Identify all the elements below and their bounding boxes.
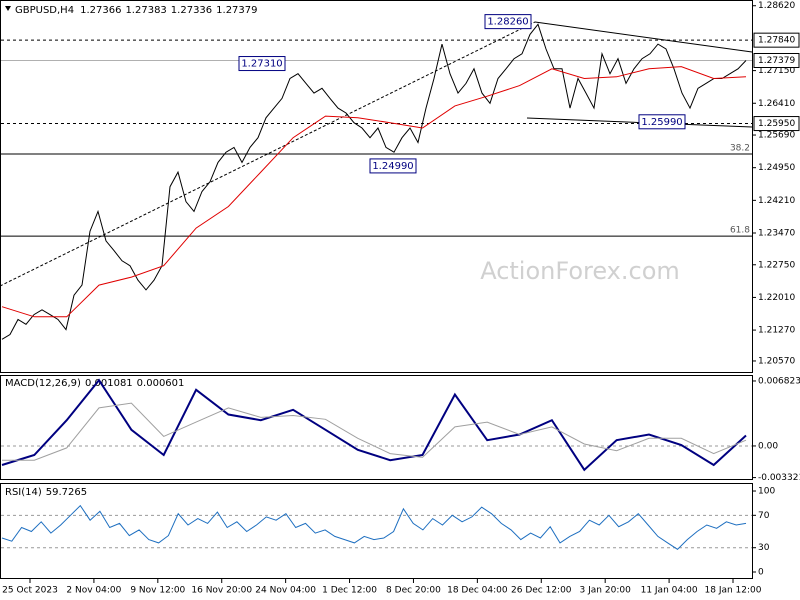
x-tick-label: 24 Nov 04:00 bbox=[255, 586, 316, 596]
y-tick-label: 1.26410 bbox=[758, 99, 795, 109]
header-icon bbox=[5, 6, 11, 11]
level-label-box bbox=[753, 52, 800, 68]
header: GBPUSD,H4 1.27366 1.27383 1.27336 1.27379 bbox=[15, 5, 258, 16]
y-tick-label: 70 bbox=[758, 511, 770, 521]
y-tick-label: 1.24950 bbox=[758, 163, 795, 173]
y-tick-label: 30 bbox=[758, 543, 770, 553]
y-tick-label: 1.23470 bbox=[758, 228, 795, 238]
y-tick-label: 1.27150 bbox=[758, 66, 795, 76]
level-label-box bbox=[753, 116, 800, 132]
panel-frames bbox=[0, 0, 753, 579]
annotation: 1.28260 bbox=[487, 17, 528, 28]
x-tick-label: 26 Dec 12:00 bbox=[511, 586, 572, 596]
x-tick-label: 16 Nov 20:00 bbox=[191, 586, 252, 596]
series-line bbox=[1, 504, 747, 550]
indicator-name: RSI(14) bbox=[5, 487, 42, 498]
trendline bbox=[0, 21, 536, 287]
x-tick-label: 3 Jan 20:00 bbox=[580, 586, 632, 596]
ohlc-value: 1.27366 bbox=[80, 5, 121, 16]
x-tick-label: 25 Oct 2023 bbox=[2, 586, 58, 596]
x-tick-label: 18 Dec 04:00 bbox=[447, 586, 508, 596]
ohlc-value: 1.27336 bbox=[171, 5, 212, 16]
y-tick-label: 1.20570 bbox=[758, 356, 795, 366]
fib-label: 61.8 bbox=[730, 226, 750, 236]
trendline bbox=[534, 21, 753, 53]
x-tick-label: 1 Dec 12:00 bbox=[322, 586, 377, 596]
indicator-name: MACD(12,26,9) bbox=[5, 378, 81, 389]
y-tick-label: 1.22010 bbox=[758, 293, 795, 303]
x-tick-label: 9 Nov 12:00 bbox=[130, 586, 185, 596]
fib-label: 38.2 bbox=[730, 144, 750, 154]
macd-frame bbox=[0, 375, 753, 480]
indicator-value: 0.000601 bbox=[137, 378, 185, 389]
x-tick-label: 11 Jan 04:00 bbox=[641, 586, 698, 596]
annotation: 1.25990 bbox=[641, 117, 682, 128]
annotation: 1.27310 bbox=[241, 59, 282, 70]
y-tick-label: 1.28620 bbox=[758, 1, 795, 11]
main-frame bbox=[0, 0, 753, 373]
ohlc-value: 1.27383 bbox=[125, 5, 166, 16]
y-tick-label: 1.24210 bbox=[758, 196, 795, 206]
rsi-header: RSI(14) 59.7265 bbox=[5, 487, 87, 498]
series-line bbox=[1, 23, 747, 340]
x-tick-label: 8 Dec 20:00 bbox=[386, 586, 441, 596]
y-tick-label: 1.21270 bbox=[758, 326, 795, 336]
watermark: ActionForex.com bbox=[480, 257, 680, 285]
level-label: 1.27379 bbox=[758, 56, 795, 66]
indicator-value: 0.001081 bbox=[85, 378, 133, 389]
x-tick-label: 2 Nov 04:00 bbox=[66, 586, 121, 596]
ohlc-value: 1.27379 bbox=[216, 5, 257, 16]
y-tick-label: 1.25690 bbox=[758, 131, 795, 141]
series-line bbox=[2, 402, 747, 461]
indicator-value: 59.7265 bbox=[46, 487, 87, 498]
level-label: 1.25950 bbox=[758, 119, 795, 129]
y-tick-label: 0.006823 bbox=[758, 376, 800, 386]
level-label: 1.27840 bbox=[758, 36, 795, 46]
macd-header: MACD(12,26,9) 0.001081 0.000601 bbox=[5, 378, 184, 389]
x-tick-label: 18 Jan 12:00 bbox=[705, 586, 762, 596]
y-tick-label: 0 bbox=[758, 568, 764, 578]
annotation-box bbox=[238, 56, 286, 72]
rsi-frame bbox=[0, 483, 753, 579]
series-line bbox=[1, 378, 747, 472]
y-tick-label: 0.00 bbox=[758, 441, 778, 451]
level-label-box bbox=[753, 32, 800, 48]
annotation: 1.24990 bbox=[372, 161, 413, 172]
y-tick-label: 100 bbox=[758, 487, 775, 497]
annotation-box bbox=[369, 158, 417, 174]
series-line bbox=[1, 66, 747, 318]
annotation-box bbox=[638, 114, 686, 130]
y-tick-label: -0.003321 bbox=[758, 473, 800, 483]
symbol: GBPUSD,H4 bbox=[15, 5, 74, 16]
y-tick-label: 1.22750 bbox=[758, 260, 795, 270]
annotation-box bbox=[484, 14, 532, 30]
